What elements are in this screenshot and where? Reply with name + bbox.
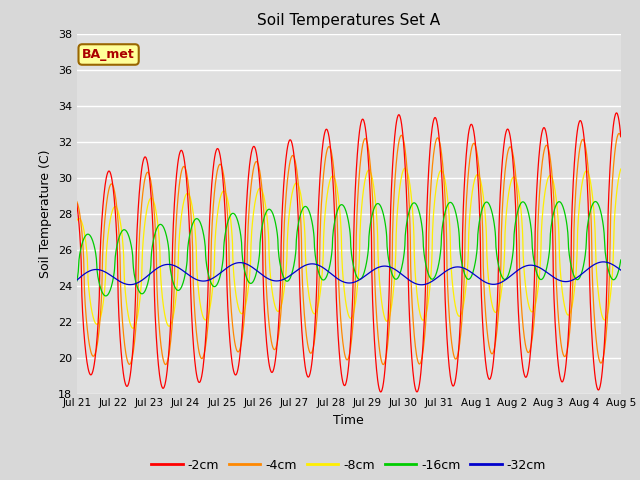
X-axis label: Time: Time [333,414,364,427]
Y-axis label: Soil Temperature (C): Soil Temperature (C) [39,149,52,278]
Text: BA_met: BA_met [82,48,135,61]
Title: Soil Temperatures Set A: Soil Temperatures Set A [257,13,440,28]
Legend: -2cm, -4cm, -8cm, -16cm, -32cm: -2cm, -4cm, -8cm, -16cm, -32cm [147,454,551,477]
